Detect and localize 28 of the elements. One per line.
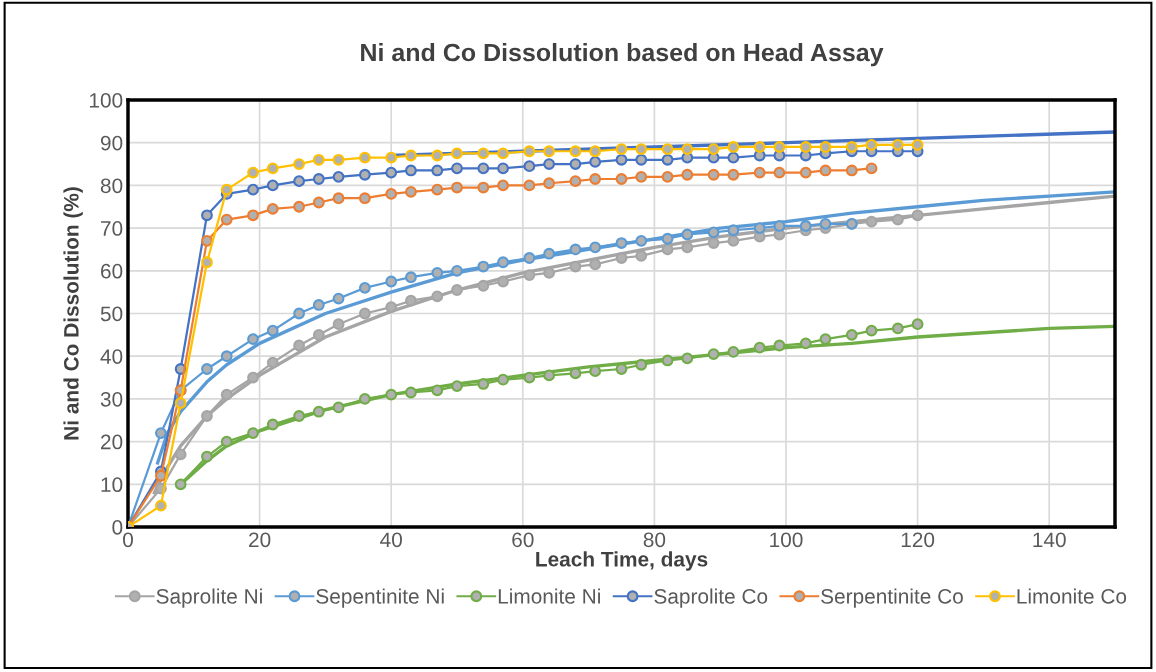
y-tick-label: 50 [100,306,123,322]
legend-label: Limonite Ni [498,588,600,604]
x-tick-label: 20 [249,532,271,548]
y-tick-label: 20 [101,434,123,450]
x-tick-label: 40 [380,532,402,548]
x-tick-label: 100 [770,532,803,548]
x-axis-title: Leach Time, days [536,551,708,571]
x-tick-label: 0 [123,532,133,548]
y-tick-label: 80 [100,178,123,194]
y-tick-label: 40 [100,349,123,364]
y-tick-label: 0 [112,520,123,535]
x-tick-label: 60 [512,532,534,548]
y-axis-title: Ni and Co Dissolution (%) [63,187,83,440]
x-tick-label: 140 [1033,532,1066,548]
y-tick-label: 60 [101,263,123,279]
y-tick-label: 70 [101,221,123,236]
y-tick-label: 100 [89,93,123,108]
y-tick-label: 30 [100,391,123,407]
legend-label: Limonite Co [1017,588,1127,604]
legend-label: Saprolite Co [654,588,768,608]
x-tick-label: 120 [901,532,935,548]
chart-title: Ni and Co Dissolution based on Head Assay [361,42,884,67]
y-tick-label: 90 [100,135,123,151]
y-tick-label: 10 [101,477,123,493]
legend-label: Sepentinite Ni [316,588,444,608]
legend-label: Serpentinite Co [821,588,963,608]
x-tick-label: 80 [643,532,666,548]
legend-label: Saprolite Ni [156,588,262,608]
